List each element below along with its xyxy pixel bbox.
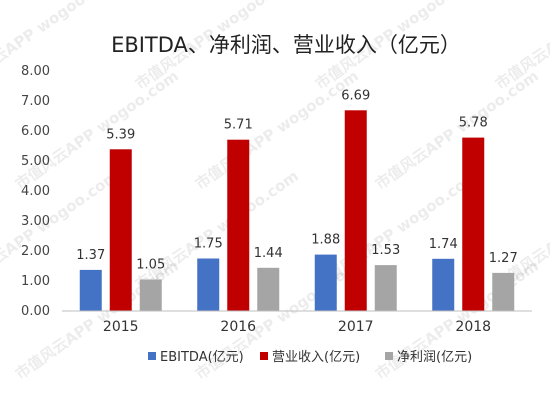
y-tick-label: 8.00 (21, 64, 50, 79)
bar (109, 149, 132, 311)
data-label: 5.39 (106, 127, 135, 142)
legend-label: 营业收入(亿元) (272, 350, 360, 365)
bar (227, 139, 250, 311)
data-label: 1.74 (429, 237, 458, 252)
x-tick-label: 2015 (103, 319, 139, 335)
y-tick-label: 5.00 (21, 154, 50, 169)
y-tick-label: 0.00 (21, 304, 50, 319)
x-axis: 2015 2016 2017 2018 (62, 310, 532, 335)
y-tick-label: 4.00 (21, 184, 50, 199)
bar (374, 265, 397, 311)
y-tick-label: 7.00 (21, 94, 50, 109)
data-label: 5.78 (459, 116, 488, 131)
legend-swatch (260, 352, 268, 360)
bar (432, 258, 455, 311)
watermark-text: 市值风云APP wogoo.com (372, 67, 542, 194)
data-label: 1.53 (371, 243, 400, 258)
data-label: 1.05 (136, 258, 165, 273)
bar (257, 267, 280, 311)
y-axis: 0.00 1.00 2.00 3.00 4.00 5.00 6.00 7.00 8.00 (21, 64, 50, 319)
legend: EBITDA(亿元) 营业收入(亿元) 净利润(亿元) (148, 350, 472, 365)
y-tick-label: 1.00 (21, 274, 50, 289)
legend-label: EBITDA(亿元) (160, 350, 244, 365)
x-tick-label: 2018 (455, 319, 491, 335)
bar (139, 279, 162, 311)
watermark-text: 市值风云APP wogoo.com (0, 0, 122, 93)
x-tick-label: 2017 (338, 319, 374, 335)
bar (492, 272, 515, 311)
chart-title: EBITDA、净利润、营业收入（亿元） (111, 33, 461, 57)
legend-swatch (385, 352, 393, 360)
legend-swatch (148, 352, 156, 360)
data-label: 1.44 (254, 246, 283, 261)
bar (462, 137, 485, 311)
data-label: 1.75 (194, 237, 223, 252)
data-label: 1.27 (489, 251, 518, 266)
legend-label: 净利润(亿元) (397, 350, 472, 365)
x-tick-label: 2016 (220, 319, 256, 335)
y-tick-label: 3.00 (21, 214, 50, 229)
data-label: 1.88 (311, 233, 340, 248)
watermark-text: 市值风云APP wogoo.com (192, 67, 362, 194)
data-label: 6.69 (341, 88, 370, 103)
bar (197, 258, 220, 311)
y-tick-label: 6.00 (21, 124, 50, 139)
data-label: 5.71 (224, 118, 253, 133)
bar (79, 269, 102, 311)
bar (314, 254, 337, 311)
bars: 1.37 5.39 1.05 1.75 5.71 1.44 1.88 6.69 1.53 1.74… (76, 88, 518, 311)
data-label: 1.37 (76, 248, 105, 263)
y-tick-label: 2.00 (21, 244, 50, 259)
bar (344, 110, 367, 311)
